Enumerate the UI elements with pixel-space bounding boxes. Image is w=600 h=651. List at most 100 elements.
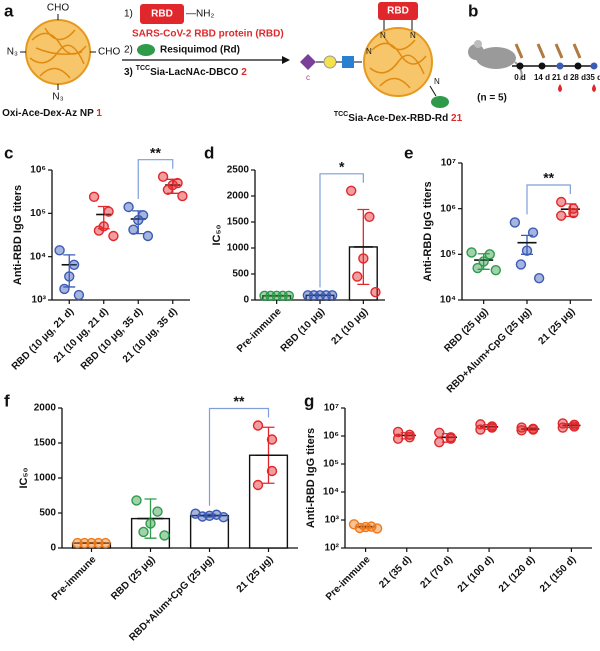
syringe [554, 43, 564, 59]
step-name: Sia-LacNAc-DBCO [150, 67, 239, 78]
data-point [466, 247, 477, 258]
data-point [348, 519, 360, 530]
mouse-body [476, 47, 516, 69]
error-bar [521, 234, 533, 255]
mouse-tail [514, 61, 523, 81]
x-tick-label: RBD (10 μg, 21 d) [10, 306, 76, 372]
data-point [358, 253, 369, 264]
data-point [123, 201, 134, 213]
galactose [323, 55, 337, 69]
chart: e 10⁴ 10⁵ 10⁶ 10⁷ Anti-RBD IgG titers RBD (25 … [404, 143, 592, 395]
timepoint [516, 62, 524, 70]
data-point [266, 434, 278, 445]
np-strands [29, 27, 87, 79]
y-tick-label: 500 [39, 508, 56, 519]
superscript: TCC [334, 111, 348, 118]
data-point [59, 283, 70, 295]
panel-label: e [404, 143, 413, 162]
data-point [352, 271, 363, 282]
blood-drop [558, 84, 562, 92]
significance-label: ** [150, 144, 161, 160]
linker [383, 20, 413, 30]
y-tick-label: 10⁶ [440, 203, 456, 214]
data-point [533, 273, 545, 284]
sialic-mark: c [306, 73, 310, 82]
glcnac [342, 56, 354, 68]
data-point [79, 537, 90, 549]
product-number: 21 [451, 113, 463, 124]
x-tick-label: 21 (25 μg) [537, 306, 578, 347]
y-tick-label: 10⁴ [440, 295, 456, 306]
x-tick-label: 21 (150 d) [538, 554, 578, 594]
data-point [54, 245, 65, 256]
data-point [88, 191, 100, 203]
x-tick-label: Pre-immune [324, 554, 373, 603]
data-point [73, 289, 85, 301]
x-tick-label: RBD+Alum+CpG (25 μg) [445, 306, 534, 395]
y-tick-label: 10⁴ [323, 487, 339, 498]
data-point [404, 432, 415, 443]
sialic-acid [300, 54, 316, 70]
y-tick-label: 10⁵ [30, 208, 46, 219]
y-tick-label: 1000 [34, 473, 57, 484]
chart: c 10³ 10⁴ 10⁵ 10⁶ Anti-RBD IgG titers RBD (10 … [4, 143, 190, 373]
significance-label: ** [543, 170, 554, 186]
data-point [556, 210, 567, 221]
panel-label: g [304, 391, 314, 410]
significance-label: * [339, 159, 345, 175]
step-number: 2) [124, 45, 133, 56]
timepoint [590, 62, 598, 70]
mouse-ear [474, 40, 482, 48]
data-point [283, 290, 294, 302]
data-point [516, 425, 527, 436]
significance-label: ** [234, 393, 245, 409]
data-point [371, 523, 383, 534]
data-point [569, 421, 580, 432]
step-number: 1) [124, 9, 133, 20]
np-name-text: Oxi-Ace-Dex-Az NP [2, 108, 94, 119]
significance-bracket [137, 159, 174, 200]
timepoint [538, 62, 546, 70]
y-tick-label: 2000 [34, 403, 57, 414]
x-tick-label: RBD (25 μg) [442, 306, 490, 354]
np-number: 1 [96, 108, 102, 119]
data-point [142, 230, 154, 242]
superscript: TCC [136, 65, 150, 72]
significance-bracket [526, 184, 571, 215]
x-tick-label: 21 (70 d) [418, 554, 454, 590]
product-name: TCCSia-Ace-Dex-RBD-Rd 21 [334, 111, 463, 124]
y-axis-label: IC₅₀ [18, 467, 30, 488]
x-tick-label: 21 (100 d) [456, 554, 496, 594]
data-point [162, 184, 174, 195]
data-point [64, 271, 75, 282]
data-point [475, 424, 486, 435]
data-point [527, 227, 539, 238]
data-point [131, 495, 142, 506]
np-group: N₃ [7, 47, 18, 58]
x-tick-label: 21 (10 μg) [330, 306, 371, 347]
data-point [515, 259, 527, 270]
data-point [354, 522, 366, 534]
rd-icon [431, 96, 449, 108]
data-point [557, 422, 568, 433]
data-point [326, 290, 338, 301]
timeline-points: 0 d 14 d 21 d 28 d 35 d [514, 43, 600, 92]
significance-bracket [319, 173, 364, 288]
step-3: 3) TCCSia-LacNAc-DBCO 2 [124, 65, 247, 78]
data-point [93, 225, 105, 236]
data-point [86, 537, 97, 549]
data-point [490, 264, 501, 276]
panel-label: d [204, 143, 214, 162]
step-number: 3) [124, 67, 133, 78]
data-point [197, 511, 208, 522]
rd-icon [137, 44, 155, 56]
data-point [484, 249, 495, 260]
data-point [108, 230, 119, 242]
y-tick-label: 2000 [227, 191, 250, 202]
data-point [472, 262, 483, 274]
y-tick-label: 1500 [34, 438, 57, 449]
np-group: CHO [47, 3, 69, 14]
x-tick-label: 21 (25 μg) [235, 554, 276, 595]
x-tick-label: 21 (35 d) [377, 554, 413, 590]
